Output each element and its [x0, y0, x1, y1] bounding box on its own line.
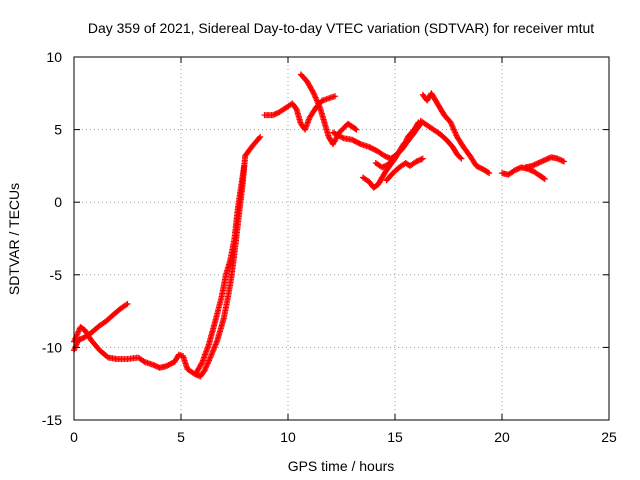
data-point — [541, 175, 548, 182]
data-point — [356, 140, 363, 147]
data-point — [352, 125, 359, 132]
data-point — [309, 89, 316, 96]
x-axis-title: GPS time / hours — [288, 458, 395, 474]
data-point — [241, 162, 248, 169]
plot-frame — [73, 56, 610, 421]
data-point — [419, 155, 426, 162]
y-tick-label: -10 — [42, 339, 62, 355]
y-axis-title: SDTVAR / TECUs — [6, 183, 22, 295]
y-tick-label: 0 — [54, 194, 62, 210]
data-point — [124, 300, 131, 307]
data-points — [71, 71, 568, 380]
data-point — [198, 360, 205, 367]
grid — [74, 57, 609, 420]
data-point — [458, 155, 465, 162]
data-point — [410, 130, 417, 137]
x-tick-label: 15 — [387, 429, 403, 445]
x-tick-label: 20 — [494, 429, 510, 445]
data-point — [339, 134, 346, 141]
y-tick-label: 10 — [46, 49, 62, 65]
data-point — [353, 126, 360, 133]
x-tick-label: 5 — [177, 429, 185, 445]
axes: 0 5 10 15 20 25 -15 -10 -5 0 5 10 — [42, 49, 617, 445]
data-point — [332, 93, 339, 100]
data-point — [457, 154, 464, 161]
y-tick-label: -5 — [50, 267, 63, 283]
data-point — [123, 301, 130, 308]
data-point — [292, 105, 299, 112]
data-point — [257, 133, 264, 140]
data-point — [540, 175, 547, 182]
data-point — [140, 358, 147, 365]
y-tick-label: 5 — [54, 122, 62, 138]
x-tick-label: 10 — [280, 429, 296, 445]
data-point — [416, 121, 423, 128]
data-point — [256, 134, 263, 141]
data-point — [561, 158, 568, 165]
data-point — [486, 170, 493, 177]
data-point — [411, 129, 418, 136]
chart-title: Day 359 of 2021, Sidereal Day-to-day VTE… — [88, 20, 594, 36]
x-tick-label: 0 — [70, 429, 78, 445]
data-point — [485, 169, 492, 176]
y-tick-label: -15 — [42, 412, 62, 428]
x-tick-label: 25 — [601, 429, 617, 445]
